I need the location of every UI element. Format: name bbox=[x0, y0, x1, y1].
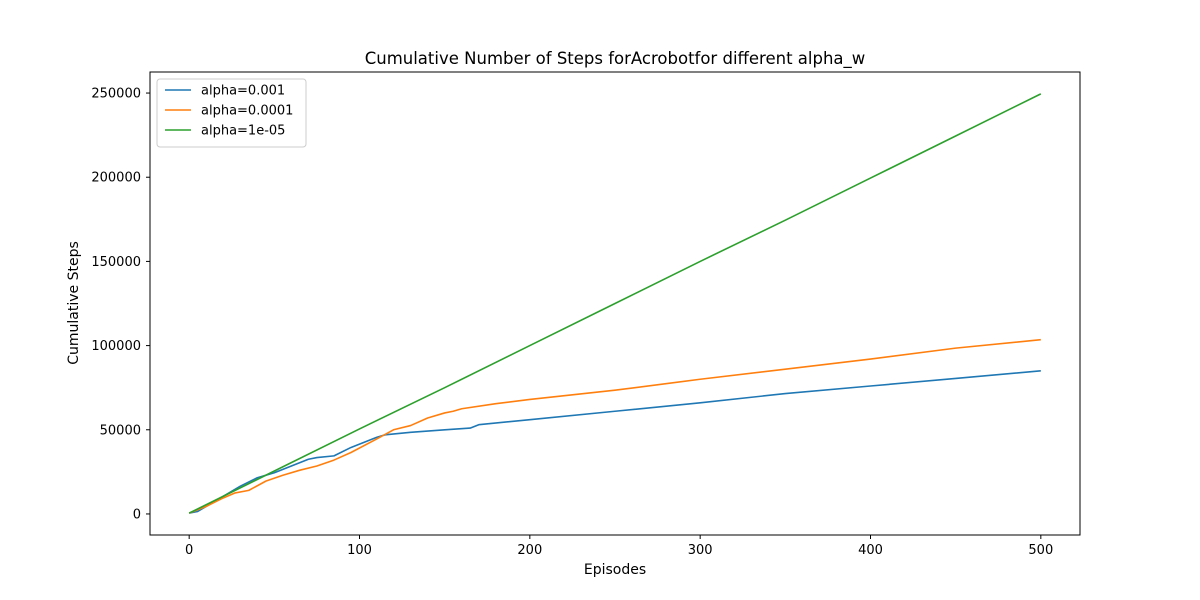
legend-label-2: alpha=1e-05 bbox=[201, 124, 285, 139]
y-tick-label: 100000 bbox=[91, 339, 141, 354]
chart-title: Cumulative Number of Steps forAcrobotfor… bbox=[365, 49, 866, 69]
x-tick-label: 200 bbox=[517, 543, 542, 558]
series-line-2 bbox=[188, 93, 1042, 514]
y-axis: 0 50000 100000 150000 200000 250000 bbox=[91, 87, 150, 522]
series-line-1 bbox=[188, 338, 1041, 514]
legend-label-0: alpha=0.001 bbox=[201, 84, 285, 99]
y-axis-label: Cumulative Steps bbox=[66, 241, 82, 365]
x-axis-label: Episodes bbox=[584, 562, 646, 578]
plot-frame bbox=[149, 71, 1081, 536]
x-axis: 0 100 200 300 400 500 bbox=[185, 535, 1053, 558]
x-tick-label: 0 bbox=[185, 543, 193, 558]
y-tick-label: 250000 bbox=[91, 87, 141, 102]
series-lines bbox=[188, 93, 1042, 514]
plot-area: 0 100 200 300 400 500 0 50000 100000 150000 20000… bbox=[91, 71, 1081, 558]
y-tick-label: 50000 bbox=[100, 423, 141, 438]
legend-label-1: alpha=0.0001 bbox=[201, 104, 293, 119]
y-tick-label: 0 bbox=[133, 507, 141, 522]
series-line-0 bbox=[189, 370, 1041, 514]
y-tick-label: 150000 bbox=[91, 255, 141, 270]
y-tick-label: 200000 bbox=[91, 171, 141, 186]
legend: alpha=0.001 alpha=0.0001 alpha=1e-05 bbox=[156, 78, 307, 148]
legend-box bbox=[156, 78, 307, 148]
x-tick-label: 500 bbox=[1028, 543, 1053, 558]
x-tick-label: 400 bbox=[858, 543, 883, 558]
x-tick-label: 300 bbox=[688, 543, 713, 558]
x-tick-label: 100 bbox=[347, 543, 372, 558]
